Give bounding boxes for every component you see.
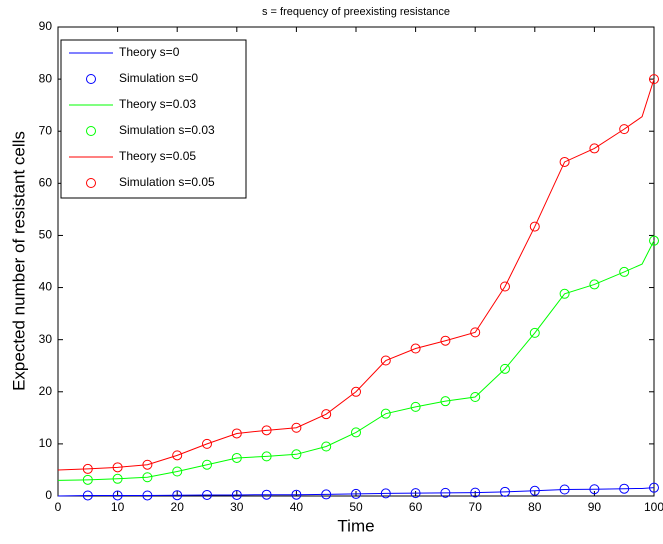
data-point	[351, 386, 361, 397]
data-point	[261, 451, 272, 462]
data-point	[529, 485, 540, 496]
data-point	[440, 335, 451, 346]
data-point	[321, 489, 332, 500]
data-point	[559, 156, 570, 167]
x-tick-label: 10	[111, 500, 125, 514]
legend-label: Theory s=0	[119, 45, 180, 59]
data-point	[440, 396, 451, 407]
data-point	[410, 401, 421, 412]
data-point	[112, 462, 123, 473]
data-point	[142, 472, 153, 483]
legend-label: Simulation s=0	[119, 71, 198, 85]
data-point	[82, 474, 93, 485]
data-point	[82, 463, 93, 474]
data-point	[351, 427, 361, 438]
y-tick-label: 60	[39, 176, 53, 190]
data-point	[231, 489, 242, 500]
legend-marker	[86, 178, 96, 188]
legend-label: Theory s=0.03	[119, 97, 196, 111]
data-point	[321, 409, 332, 420]
data-point	[380, 408, 391, 419]
y-tick-label: 40	[39, 280, 53, 294]
data-point	[172, 466, 183, 477]
y-tick-label: 70	[39, 123, 53, 137]
data-point	[202, 459, 212, 470]
y-tick-label: 10	[39, 436, 53, 450]
data-point	[291, 449, 302, 460]
data-point	[82, 490, 93, 501]
data-point	[619, 266, 630, 277]
data-point	[619, 483, 630, 494]
data-point	[410, 488, 421, 499]
data-point	[172, 450, 183, 461]
data-point	[112, 473, 123, 484]
data-point	[440, 487, 451, 498]
data-point	[380, 488, 391, 499]
data-point	[559, 484, 570, 495]
data-point	[500, 281, 510, 292]
data-point	[202, 438, 212, 449]
legend-label: Simulation s=0.03	[119, 123, 215, 137]
data-point	[500, 486, 510, 497]
legend-label: Theory s=0.05	[119, 149, 196, 163]
y-tick-label: 80	[39, 71, 53, 85]
x-tick-label: 90	[588, 500, 602, 514]
x-tick-label: 80	[528, 500, 542, 514]
data-point	[142, 490, 153, 501]
legend-box	[60, 39, 247, 199]
series-line	[57, 240, 655, 481]
data-point	[649, 482, 659, 493]
data-point	[619, 124, 630, 135]
x-axis-label: Time	[337, 516, 374, 535]
legend-label: Simulation s=0.05	[119, 175, 215, 189]
legend-marker	[86, 126, 96, 136]
data-point	[380, 355, 391, 366]
x-tick-label: 100	[644, 500, 663, 514]
series-line	[57, 487, 655, 497]
data-point	[470, 487, 481, 498]
data-point	[649, 235, 659, 246]
y-tick-label: 90	[39, 19, 53, 33]
chart-title: s = frequency of preexisting resistance	[262, 6, 450, 18]
legend-marker	[86, 74, 96, 84]
data-point	[410, 343, 421, 354]
x-tick-label: 60	[409, 500, 423, 514]
data-point	[142, 459, 153, 470]
data-point	[589, 484, 600, 495]
y-tick-label: 20	[39, 384, 53, 398]
y-tick-label: 0	[45, 488, 52, 502]
data-point	[351, 488, 361, 499]
data-point	[321, 441, 332, 452]
data-point	[112, 490, 123, 501]
data-point	[470, 327, 481, 338]
data-point	[291, 489, 302, 500]
y-tick-label: 50	[39, 228, 53, 242]
data-point	[649, 74, 659, 85]
data-point	[589, 143, 600, 154]
data-point	[529, 327, 540, 338]
data-point	[172, 490, 183, 501]
data-point	[529, 221, 540, 232]
data-point	[559, 288, 570, 299]
data-point	[202, 489, 212, 500]
data-point	[500, 363, 510, 374]
data-point	[261, 425, 272, 436]
x-tick-label: 50	[349, 500, 363, 514]
data-point	[231, 452, 242, 463]
y-tick-label: 30	[39, 332, 53, 346]
y-axis-label: Expected number of resistant cells	[9, 131, 28, 391]
data-point	[589, 279, 600, 290]
series-line	[57, 78, 655, 471]
x-tick-label: 70	[469, 500, 483, 514]
data-point	[470, 391, 481, 402]
x-tick-label: 30	[230, 500, 244, 514]
x-tick-label: 40	[290, 500, 304, 514]
x-tick-label: 20	[171, 500, 185, 514]
x-tick-label: 0	[55, 500, 62, 514]
data-point	[291, 422, 302, 433]
data-point	[261, 489, 272, 500]
data-point	[231, 428, 242, 439]
